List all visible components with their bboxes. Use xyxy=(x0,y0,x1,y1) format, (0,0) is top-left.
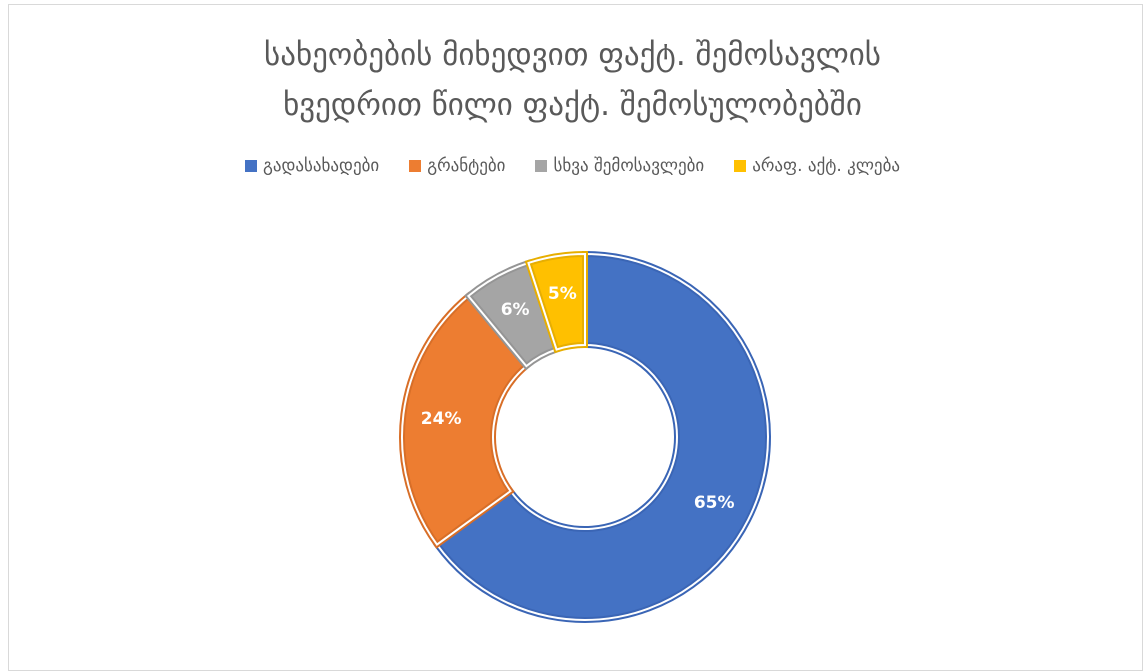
legend-label-other-revenues: სხვა შემოსავლები xyxy=(553,156,705,176)
slice-separator-nonfinancial-assets xyxy=(527,252,586,351)
chart-title: სახეობების მიხედვით ფაქტ. შემოსავლის ხვე… xyxy=(0,30,1145,130)
legend-swatch-other-revenues xyxy=(535,160,548,172)
legend-label-nonfinancial-assets: არაფ. აქტ. კლება xyxy=(752,156,900,176)
doughnut-slices xyxy=(399,250,771,623)
legend-label-taxes: გადასახადები xyxy=(262,156,380,176)
slice-separator-grants xyxy=(401,294,528,546)
legend-item-taxes[interactable]: გადასახადები xyxy=(244,156,380,176)
doughnut-labels: 65% 24% 6% 5% xyxy=(421,284,735,513)
slice-separator-taxes xyxy=(435,252,769,621)
chart-title-line-2: ხვედრით წილი ფაქტ. შემოსულობებში xyxy=(283,87,862,123)
data-label-other-revenues: 6% xyxy=(501,300,530,320)
chart-legend: გადასახადები გრანტები სხვა შემოსავლები ა… xyxy=(0,156,1145,176)
legend-item-nonfinancial-assets[interactable]: არაფ. აქტ. კლება xyxy=(734,156,900,176)
legend-item-grants[interactable]: გრანტები xyxy=(409,156,505,176)
legend-swatch-taxes xyxy=(244,160,257,172)
legend-swatch-grants xyxy=(409,160,422,172)
legend-swatch-nonfinancial-assets xyxy=(734,160,747,172)
data-label-grants: 24% xyxy=(421,409,462,429)
data-label-taxes: 65% xyxy=(694,493,735,513)
data-label-nonfinancial-assets: 5% xyxy=(548,284,577,304)
chart-title-line-1: სახეობების მიხედვით ფაქტ. შემოსავლის xyxy=(264,37,881,73)
legend-item-other-revenues[interactable]: სხვა შემოსავლები xyxy=(535,156,704,176)
legend-label-grants: გრანტები xyxy=(427,156,506,176)
